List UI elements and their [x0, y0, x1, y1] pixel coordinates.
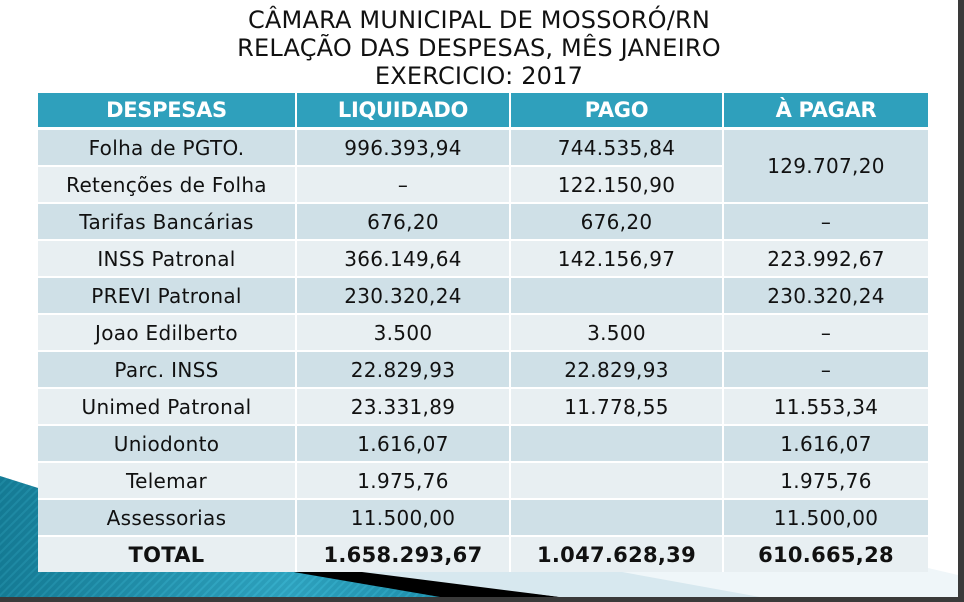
column-header-liquidado: LIQUIDADO	[297, 93, 511, 130]
cell-despesa: Tarifas Bancárias	[38, 204, 297, 241]
table-row: Joao Edilberto 3.500 3.500 –	[38, 315, 928, 352]
cell-pago	[511, 463, 724, 500]
table-header-row: DESPESAS LIQUIDADO PAGO À PAGAR	[38, 93, 928, 130]
cell-liquidado: 1.975,76	[297, 463, 511, 500]
column-header-a-pagar: À PAGAR	[724, 93, 928, 130]
column-header-pago: PAGO	[511, 93, 724, 130]
cell-pago: 122.150,90	[511, 167, 724, 204]
cell-a-pagar: –	[724, 204, 928, 241]
cell-a-pagar: 11.553,34	[724, 389, 928, 426]
cell-despesa: INSS Patronal	[38, 241, 297, 278]
table-row: INSS Patronal 366.149,64 142.156,97 223.…	[38, 241, 928, 278]
title-line-2: RELAÇÃO DAS DESPESAS, MÊS JANEIRO	[237, 34, 721, 62]
cell-pago: 3.500	[511, 315, 724, 352]
cell-a-pagar: 1.616,07	[724, 426, 928, 463]
cell-a-pagar: 223.992,67	[724, 241, 928, 278]
cell-despesa: PREVI Patronal	[38, 278, 297, 315]
cell-liquidado: 23.331,89	[297, 389, 511, 426]
cell-liquidado: 11.500,00	[297, 500, 511, 537]
cell-liquidado: 366.149,64	[297, 241, 511, 278]
total-a-pagar: 610.665,28	[724, 537, 928, 572]
table-row: Unimed Patronal 23.331,89 11.778,55 11.5…	[38, 389, 928, 426]
table-row: Uniodonto 1.616,07 1.616,07	[38, 426, 928, 463]
cell-a-pagar: –	[724, 315, 928, 352]
cell-pago	[511, 278, 724, 315]
cell-despesa: Assessorias	[38, 500, 297, 537]
cell-pago	[511, 500, 724, 537]
cell-despesa: Folha de PGTO.	[38, 130, 297, 167]
cell-pago: 676,20	[511, 204, 724, 241]
total-liquidado: 1.658.293,67	[297, 537, 511, 572]
cell-a-pagar: 230.320,24	[724, 278, 928, 315]
cell-a-pagar: 1.975,76	[724, 463, 928, 500]
cell-liquidado: 676,20	[297, 204, 511, 241]
expenses-table: DESPESAS LIQUIDADO PAGO À PAGAR Folha de…	[38, 93, 928, 572]
page-title: CÂMARA MUNICIPAL DE MOSSORÓ/RN RELAÇÃO D…	[0, 6, 958, 90]
total-row: TOTAL 1.658.293,67 1.047.628,39 610.665,…	[38, 537, 928, 572]
cell-liquidado: 1.616,07	[297, 426, 511, 463]
cell-pago	[511, 426, 724, 463]
cell-pago: 11.778,55	[511, 389, 724, 426]
cell-despesa: Retenções de Folha	[38, 167, 297, 204]
title-line-3: EXERCICIO: 2017	[374, 62, 584, 90]
cell-a-pagar-merged: 129.707,20	[724, 130, 928, 204]
table-row: PREVI Patronal 230.320,24 230.320,24	[38, 278, 928, 315]
total-label: TOTAL	[38, 537, 297, 572]
column-header-despesas: DESPESAS	[38, 93, 297, 130]
table-row: Telemar 1.975,76 1.975,76	[38, 463, 928, 500]
cell-a-pagar: –	[724, 352, 928, 389]
cell-pago: 22.829,93	[511, 352, 724, 389]
table-row: Folha de PGTO. 996.393,94 744.535,84 129…	[38, 130, 928, 204]
cell-despesa: Uniodonto	[38, 426, 297, 463]
table-row: Assessorias 11.500,00 11.500,00	[38, 500, 928, 537]
cell-pago: 744.535,84	[511, 130, 724, 167]
cell-liquidado: 3.500	[297, 315, 511, 352]
cell-pago: 142.156,97	[511, 241, 724, 278]
cell-despesa: Parc. INSS	[38, 352, 297, 389]
table-row: Retenções de Folha – 122.150,90	[38, 167, 928, 204]
cell-liquidado: 996.393,94	[297, 130, 511, 167]
cell-liquidado: 230.320,24	[297, 278, 511, 315]
cell-despesa: Unimed Patronal	[38, 389, 297, 426]
cell-liquidado: –	[297, 167, 511, 204]
table-row: Tarifas Bancárias 676,20 676,20 –	[38, 204, 928, 241]
cell-liquidado: 22.829,93	[297, 352, 511, 389]
title-line-1: CÂMARA MUNICIPAL DE MOSSORÓ/RN	[247, 6, 711, 34]
cell-a-pagar: 11.500,00	[724, 500, 928, 537]
total-pago: 1.047.628,39	[511, 537, 724, 572]
table-row: Parc. INSS 22.829,93 22.829,93 –	[38, 352, 928, 389]
cell-despesa: Joao Edilberto	[38, 315, 297, 352]
cell-despesa: Telemar	[38, 463, 297, 500]
